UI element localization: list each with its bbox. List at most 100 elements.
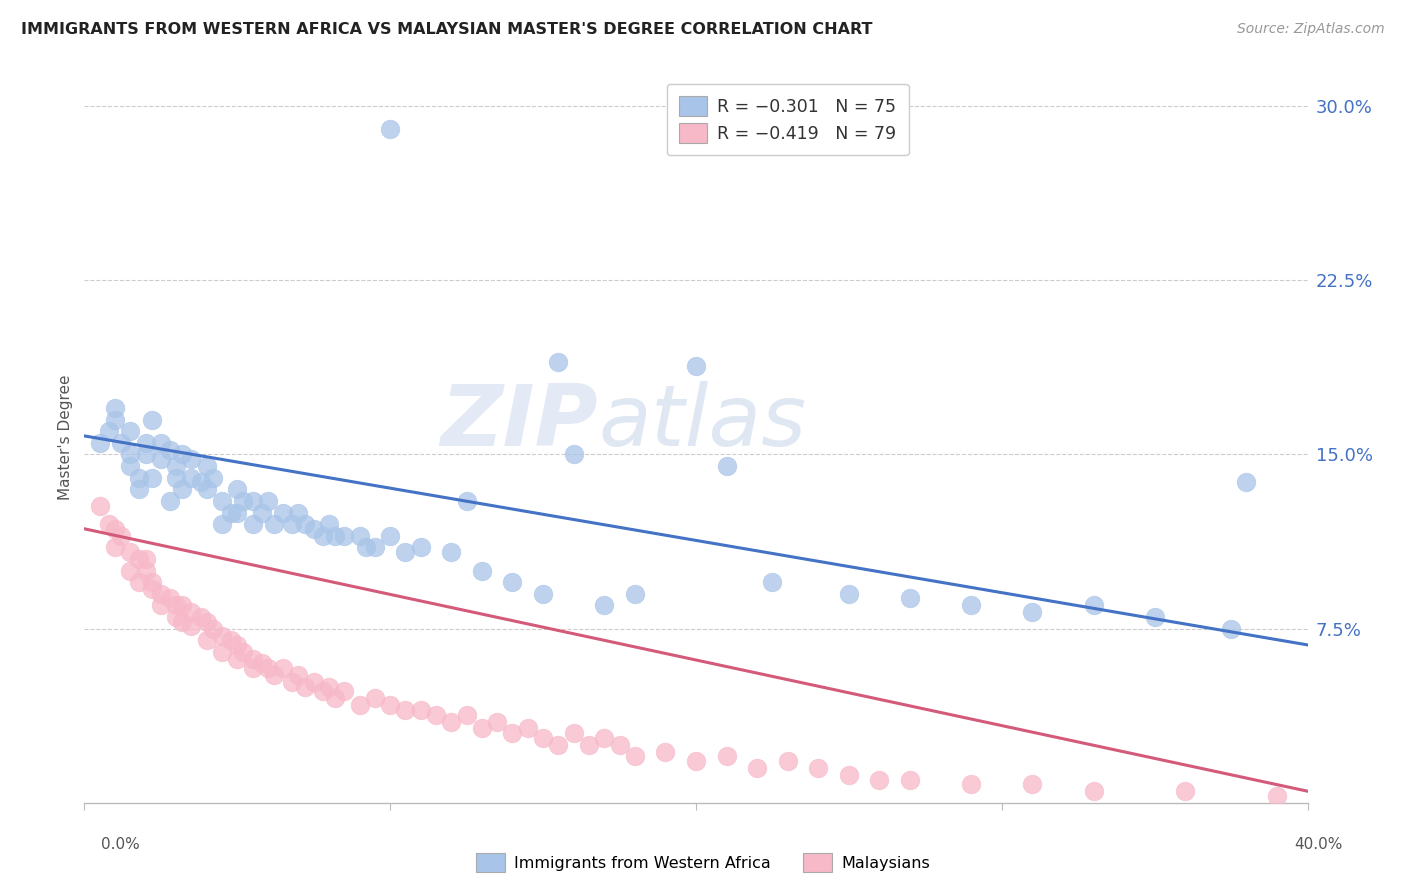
Point	[562, 726, 585, 740]
Text: 0.0%: 0.0%	[101, 837, 141, 852]
Point	[685, 359, 707, 374]
Point	[211, 517, 233, 532]
Legend: Immigrants from Western Africa, Malaysians: Immigrants from Western Africa, Malaysia…	[468, 845, 938, 880]
Point	[135, 448, 157, 462]
Point	[159, 591, 181, 606]
Point	[104, 401, 127, 415]
Point	[242, 652, 264, 666]
Point	[593, 599, 616, 613]
Point	[333, 529, 356, 543]
Point	[281, 675, 304, 690]
Point	[380, 698, 402, 713]
Point	[195, 459, 218, 474]
Point	[219, 506, 242, 520]
Point	[609, 738, 631, 752]
Point	[165, 599, 187, 613]
Point	[271, 661, 294, 675]
Point	[232, 494, 254, 508]
Point	[263, 517, 285, 532]
Point	[531, 731, 554, 745]
Point	[960, 777, 983, 791]
Point	[89, 499, 111, 513]
Point	[180, 606, 202, 620]
Point	[318, 680, 340, 694]
Point	[271, 506, 294, 520]
Point	[1021, 606, 1043, 620]
Point	[654, 745, 676, 759]
Point	[120, 424, 142, 438]
Point	[502, 726, 524, 740]
Point	[409, 703, 432, 717]
Text: 40.0%: 40.0%	[1295, 837, 1343, 852]
Point	[180, 471, 202, 485]
Point	[242, 661, 264, 675]
Point	[257, 494, 280, 508]
Point	[354, 541, 377, 555]
Point	[1021, 777, 1043, 791]
Point	[1174, 784, 1197, 798]
Point	[502, 575, 524, 590]
Point	[425, 707, 447, 722]
Point	[159, 442, 181, 457]
Point	[409, 541, 432, 555]
Point	[120, 564, 142, 578]
Point	[624, 587, 647, 601]
Point	[440, 714, 463, 729]
Point	[141, 412, 163, 426]
Point	[593, 731, 616, 745]
Point	[1220, 622, 1243, 636]
Point	[516, 722, 538, 736]
Point	[898, 591, 921, 606]
Text: ZIP: ZIP	[440, 381, 598, 464]
Point	[172, 615, 194, 629]
Point	[211, 629, 233, 643]
Point	[128, 483, 150, 497]
Point	[294, 680, 316, 694]
Point	[1236, 475, 1258, 490]
Y-axis label: Master's Degree: Master's Degree	[58, 375, 73, 500]
Point	[263, 668, 285, 682]
Point	[226, 483, 249, 497]
Point	[716, 459, 738, 474]
Point	[211, 494, 233, 508]
Point	[380, 122, 402, 136]
Point	[364, 691, 387, 706]
Text: Source: ZipAtlas.com: Source: ZipAtlas.com	[1237, 22, 1385, 37]
Point	[960, 599, 983, 613]
Point	[135, 552, 157, 566]
Point	[456, 707, 478, 722]
Point	[195, 633, 218, 648]
Point	[302, 522, 325, 536]
Point	[104, 412, 127, 426]
Point	[287, 668, 309, 682]
Point	[141, 575, 163, 590]
Point	[776, 754, 799, 768]
Point	[180, 619, 202, 633]
Point	[294, 517, 316, 532]
Point	[747, 761, 769, 775]
Point	[471, 564, 494, 578]
Point	[195, 615, 218, 629]
Point	[211, 645, 233, 659]
Point	[110, 529, 132, 543]
Point	[1265, 789, 1288, 803]
Point	[242, 517, 264, 532]
Point	[219, 633, 242, 648]
Point	[128, 575, 150, 590]
Point	[364, 541, 387, 555]
Point	[172, 483, 194, 497]
Point	[312, 684, 335, 698]
Point	[141, 582, 163, 597]
Point	[110, 436, 132, 450]
Point	[141, 471, 163, 485]
Point	[120, 448, 142, 462]
Point	[685, 754, 707, 768]
Point	[104, 522, 127, 536]
Point	[257, 661, 280, 675]
Point	[250, 506, 273, 520]
Point	[578, 738, 600, 752]
Point	[318, 517, 340, 532]
Point	[159, 494, 181, 508]
Point	[165, 471, 187, 485]
Point	[486, 714, 509, 729]
